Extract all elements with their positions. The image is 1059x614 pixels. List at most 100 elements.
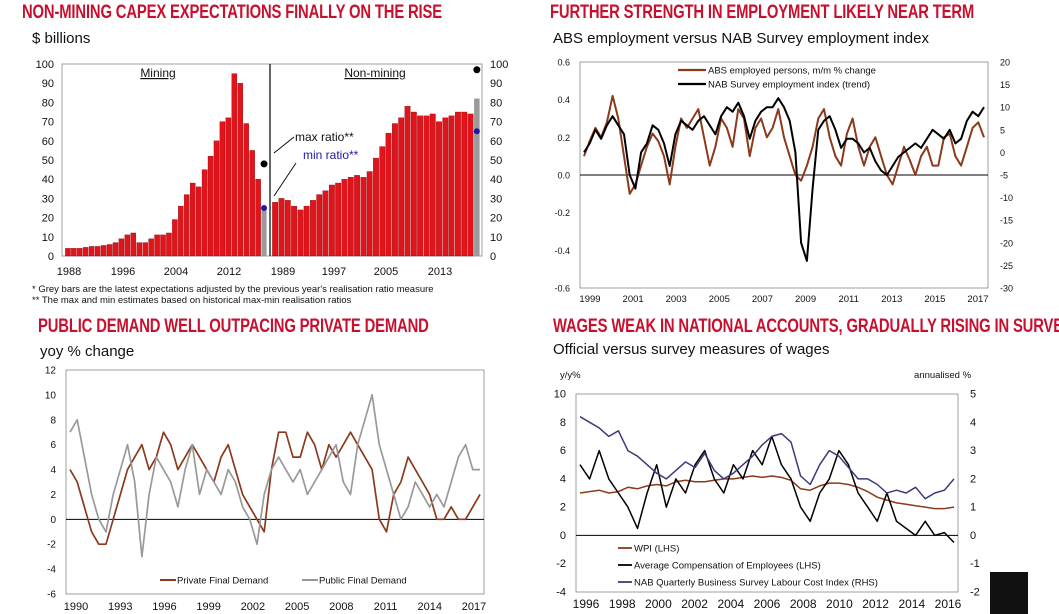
y-tick-label: -6 [47, 590, 56, 601]
y-tick-label: 0.4 [557, 95, 570, 105]
plot-frame [61, 63, 483, 257]
nonmining-bar [272, 202, 279, 257]
mining-bar [195, 186, 202, 257]
y2-tick-label: 3 [970, 445, 976, 457]
x-tick-label: 2007 [752, 294, 773, 305]
y2-tick-label: 2 [970, 473, 976, 485]
y-tick-label: 90 [42, 78, 54, 90]
y2-tick-label: 1 [970, 502, 976, 514]
series-line-0 [69, 431, 481, 546]
series-line-0 [583, 94, 985, 195]
annotation-min-ratio: min ratio** [303, 148, 359, 162]
mining-bar [237, 83, 243, 257]
mining-bar [142, 242, 148, 257]
y-tick-label: -2 [556, 558, 566, 570]
y2-tick-label: 80 [490, 97, 502, 109]
chart1-title: NON-MINING CAPEX EXPECTATIONS FINALLY ON… [22, 2, 442, 23]
annotation-min-arrow [273, 162, 297, 197]
mining-bar [190, 182, 196, 257]
x-tick-label: 2010 [826, 597, 853, 611]
y-tick-label: 8 [560, 417, 566, 429]
x-tick-label: 2012 [217, 266, 241, 278]
nonmining-bar [335, 182, 342, 257]
x-tick-label: 1998 [609, 597, 636, 611]
y-tick-label: 10 [45, 390, 57, 401]
legend-label-1: Average Compensation of Employees (LHS) [634, 561, 821, 572]
legend-label-0: Private Final Demand [177, 576, 268, 587]
chart3-title: PUBLIC DEMAND WELL OUTPACING PRIVATE DEM… [38, 316, 429, 337]
y-tick-label: -2 [47, 540, 56, 551]
y-tick-label: 100 [36, 59, 54, 71]
mining-bar [184, 194, 190, 257]
x-tick-label: 2017 [462, 601, 486, 613]
series-line-1 [583, 97, 985, 262]
chart1-footnote-2: ** The max and min estimates based on hi… [32, 295, 352, 306]
nab-logo [990, 572, 1028, 614]
y-tick-label: 80 [42, 97, 54, 109]
y2-tick-label: -20 [1000, 238, 1013, 248]
x-tick-label: 1996 [111, 266, 135, 278]
mining-bar [154, 234, 160, 257]
x-tick-label: 2016 [935, 597, 962, 611]
y-tick-label: 10 [554, 389, 566, 401]
y-tick-label: 70 [42, 117, 54, 129]
y2-axis-label: annualised % [914, 370, 972, 381]
nonmining-bar [442, 117, 449, 257]
nonmining-bar [284, 200, 291, 257]
y2-tick-label: 0 [490, 251, 496, 263]
nonmining-bar [461, 111, 468, 257]
y2-tick-label: 10 [490, 232, 502, 244]
y-tick-label: 0 [48, 251, 54, 263]
mining-bar [136, 242, 142, 257]
y2-tick-label: -15 [1000, 216, 1013, 226]
mining-bar [130, 232, 137, 257]
employment-line-chart: -0.6 -0.4 -0.2 0.0 0.2 0.4 0.6 -30 -25 -20 -15 -10 -… [554, 58, 1013, 306]
x-tick-label: 1999 [579, 294, 600, 305]
mining-bar [94, 246, 101, 257]
mining-bar [112, 242, 119, 257]
nonmining-bar [373, 157, 379, 257]
chart2-title: FURTHER STRENGTH IN EMPLOYMENT LIKELY NE… [550, 2, 975, 23]
mining-bar [77, 248, 83, 257]
legend-label-1: NAB Survey employment index (trend) [708, 80, 870, 91]
nonmining-bar [385, 132, 392, 257]
x-tick-label: 1993 [108, 601, 132, 613]
mining-bar [118, 238, 125, 257]
nonmining-bar [303, 205, 310, 257]
mining-bar [83, 247, 89, 257]
legend-label-0: ABS employed persons, m/m % change [708, 66, 876, 77]
x-tick-label: 2014 [418, 601, 442, 613]
x-tick-label: 1989 [271, 266, 295, 278]
y-tick-label: 20 [42, 213, 54, 225]
y-tick-label: 0.2 [557, 133, 570, 143]
mining-grey-bar [261, 208, 267, 256]
mining-bar [148, 238, 154, 257]
nonmining-bar [379, 146, 386, 257]
x-tick-label: 2009 [795, 294, 816, 305]
nonmining-bar [398, 117, 405, 257]
x-tick-label: 2013 [428, 266, 452, 278]
mining-bar [172, 219, 178, 257]
y-tick-label: -0.4 [554, 246, 570, 256]
x-tick-label: 2000 [645, 597, 672, 611]
y2-tick-label: 20 [1000, 58, 1010, 68]
nonmining-max-ratio-dot [473, 66, 481, 74]
series-line-1 [69, 394, 480, 558]
mining-bar [207, 156, 214, 257]
mining-bar [255, 179, 261, 257]
series-line-2 [579, 415, 955, 500]
nonmining-bar [310, 200, 316, 257]
y2-tick-label: 5 [970, 389, 976, 401]
y2-tick-label: 50 [490, 155, 502, 167]
x-tick-label: 2005 [374, 266, 398, 278]
mining-bar [201, 169, 208, 257]
y-tick-label: 60 [42, 136, 54, 148]
legend-label-2: NAB Quarterly Business Survey Labour Cos… [634, 578, 878, 589]
y-axis-label: y/y% [560, 370, 581, 381]
mining-bar [243, 123, 249, 257]
y-tick-label: 0.0 [557, 171, 570, 181]
y-tick-label: 50 [42, 155, 54, 167]
x-tick-label: 2005 [709, 294, 730, 305]
y-tick-label: 0 [560, 530, 566, 542]
plot-frame [65, 369, 485, 595]
